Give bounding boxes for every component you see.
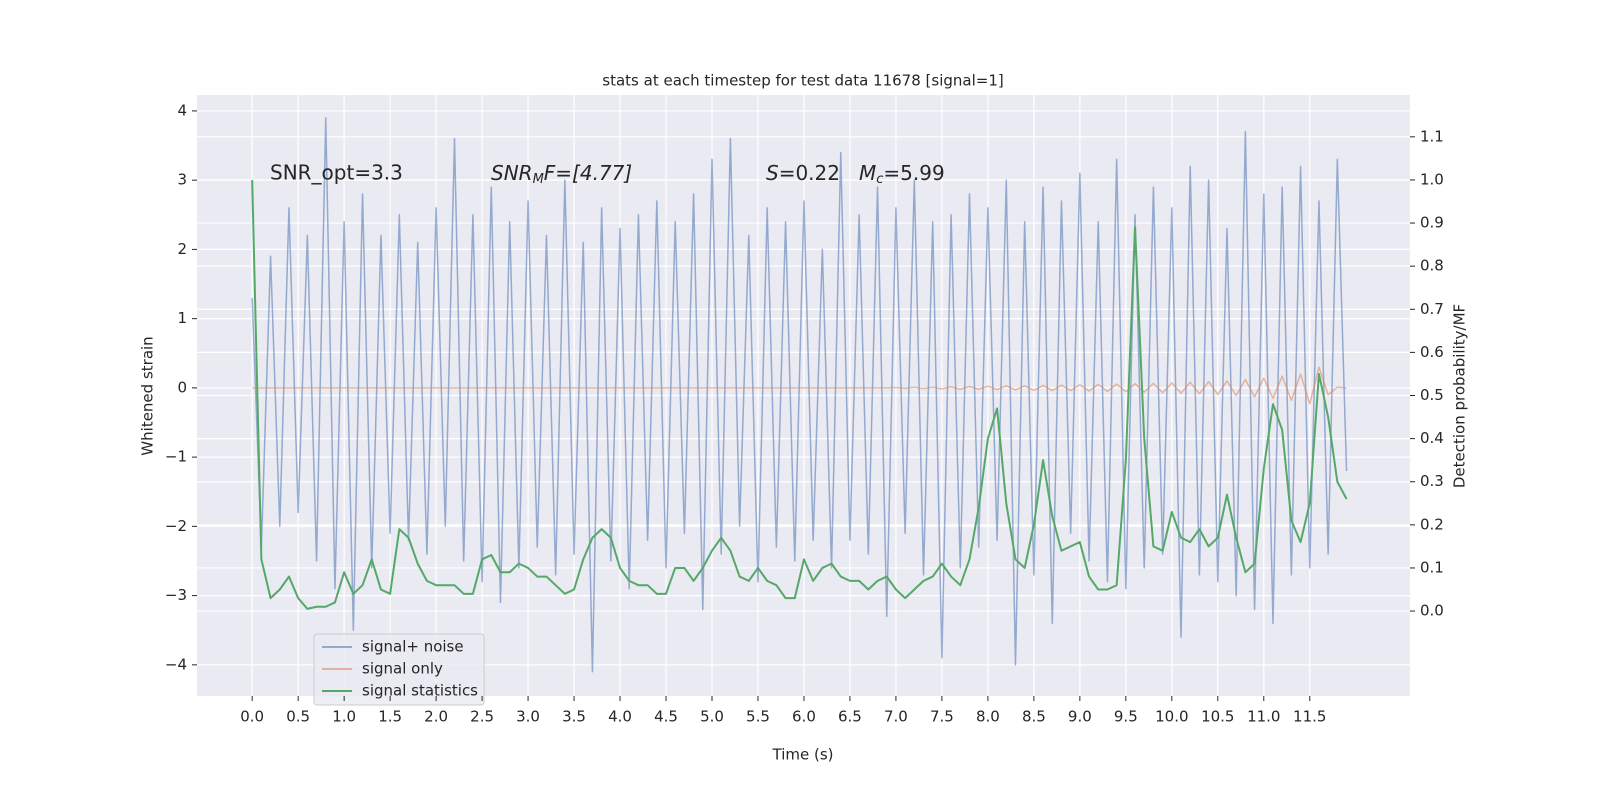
- legend-box: [313, 633, 485, 706]
- y-tick-label: 2: [177, 240, 187, 258]
- annotation-part: SNR: [491, 161, 533, 185]
- legend-label: signal statistics: [362, 682, 478, 700]
- y2-tick-label: 0.8: [1420, 257, 1444, 275]
- y2-tick-label: 0.1: [1420, 558, 1444, 576]
- annotation-part: =0.22: [779, 161, 840, 185]
- y2-tick-label: 1.0: [1420, 170, 1444, 188]
- x-tick-label: 11.5: [1293, 708, 1326, 726]
- legend: signal+ noise signal only signal statistic…: [313, 633, 485, 706]
- x-tick-label: 9.0: [1068, 708, 1092, 726]
- x-tick-label: 7.0: [884, 708, 908, 726]
- annotation-part: c: [876, 172, 883, 187]
- x-tick-label: 0.0: [240, 708, 264, 726]
- y2-axis-label: Detection probability/MF: [1451, 304, 1469, 488]
- y-tick-label: −1: [165, 448, 187, 466]
- y-tick-label: 3: [177, 171, 187, 189]
- x-tick-label: 6.5: [838, 708, 862, 726]
- y-tick-label: 4: [177, 101, 187, 119]
- annotation: Mc=5.99: [859, 161, 945, 187]
- x-tick-label: 1.5: [378, 708, 402, 726]
- y-tick-label: −3: [165, 586, 187, 604]
- y-tick-label: −2: [165, 517, 187, 535]
- grid: [197, 95, 1410, 696]
- y2-tick-label: 1.1: [1420, 127, 1444, 145]
- x-tick-label: 4.0: [608, 708, 632, 726]
- x-tick-label: 5.5: [746, 708, 770, 726]
- x-tick-label: 6.0: [792, 708, 816, 726]
- x-tick-label: 10.5: [1201, 708, 1234, 726]
- y2-tick-label: 0.7: [1420, 300, 1444, 318]
- y-axis-label: Whitened strain: [139, 336, 157, 455]
- y2-tick-label: 0.5: [1420, 386, 1444, 404]
- x-tick-label: 2.5: [470, 708, 494, 726]
- annotation-part: S: [766, 161, 779, 185]
- x-tick-label: 11.0: [1247, 708, 1280, 726]
- x-tick-label: 7.5: [930, 708, 954, 726]
- y-tick-label: 1: [177, 309, 187, 327]
- x-tick-label: 8.0: [976, 708, 1000, 726]
- y-tick-label: 0: [177, 378, 187, 396]
- y2-tick-label: 0.2: [1420, 515, 1444, 533]
- series-line: [252, 366, 1347, 405]
- x-tick-label: 9.5: [1114, 708, 1138, 726]
- x-tick-label: 2.0: [424, 708, 448, 726]
- x-tick-label: 1.0: [332, 708, 356, 726]
- y2-tick-label: 0.3: [1420, 472, 1444, 490]
- x-tick-label: 0.5: [286, 708, 310, 726]
- x-axis-label: Time (s): [772, 746, 834, 764]
- x-tick-label: 3.0: [516, 708, 540, 726]
- annotation-part: F=[4.77]: [544, 161, 632, 185]
- x-tick-label: 5.0: [700, 708, 724, 726]
- x-tick-label: 8.5: [1022, 708, 1046, 726]
- y2-tick-label: 0.4: [1420, 429, 1444, 447]
- annotation: SNR_opt=3.3: [270, 161, 403, 185]
- x-tick-label: 10.0: [1155, 708, 1188, 726]
- x-tick-label: 4.5: [654, 708, 678, 726]
- annotation-part: M: [859, 161, 876, 185]
- y2-tick-label: 0.6: [1420, 343, 1444, 361]
- annotation: S=0.22: [766, 161, 840, 185]
- annotation: SNRMF=[4.77]: [491, 161, 632, 187]
- annotation-part: =5.99: [883, 161, 944, 185]
- legend-label: signal+ noise: [362, 638, 464, 656]
- y-tick-label: −4: [165, 655, 187, 673]
- y2-tick-label: 0.0: [1420, 602, 1444, 620]
- annotation-part: M: [533, 172, 544, 187]
- marks: [251, 117, 1348, 673]
- series-line: [251, 117, 1348, 673]
- legend-label: signal only: [362, 660, 443, 678]
- y2-tick-label: 0.9: [1420, 214, 1444, 232]
- x-tick-label: 3.5: [562, 708, 586, 726]
- chart-title: stats at each timestep for test data 116…: [602, 72, 1003, 90]
- series-line: [251, 179, 1348, 610]
